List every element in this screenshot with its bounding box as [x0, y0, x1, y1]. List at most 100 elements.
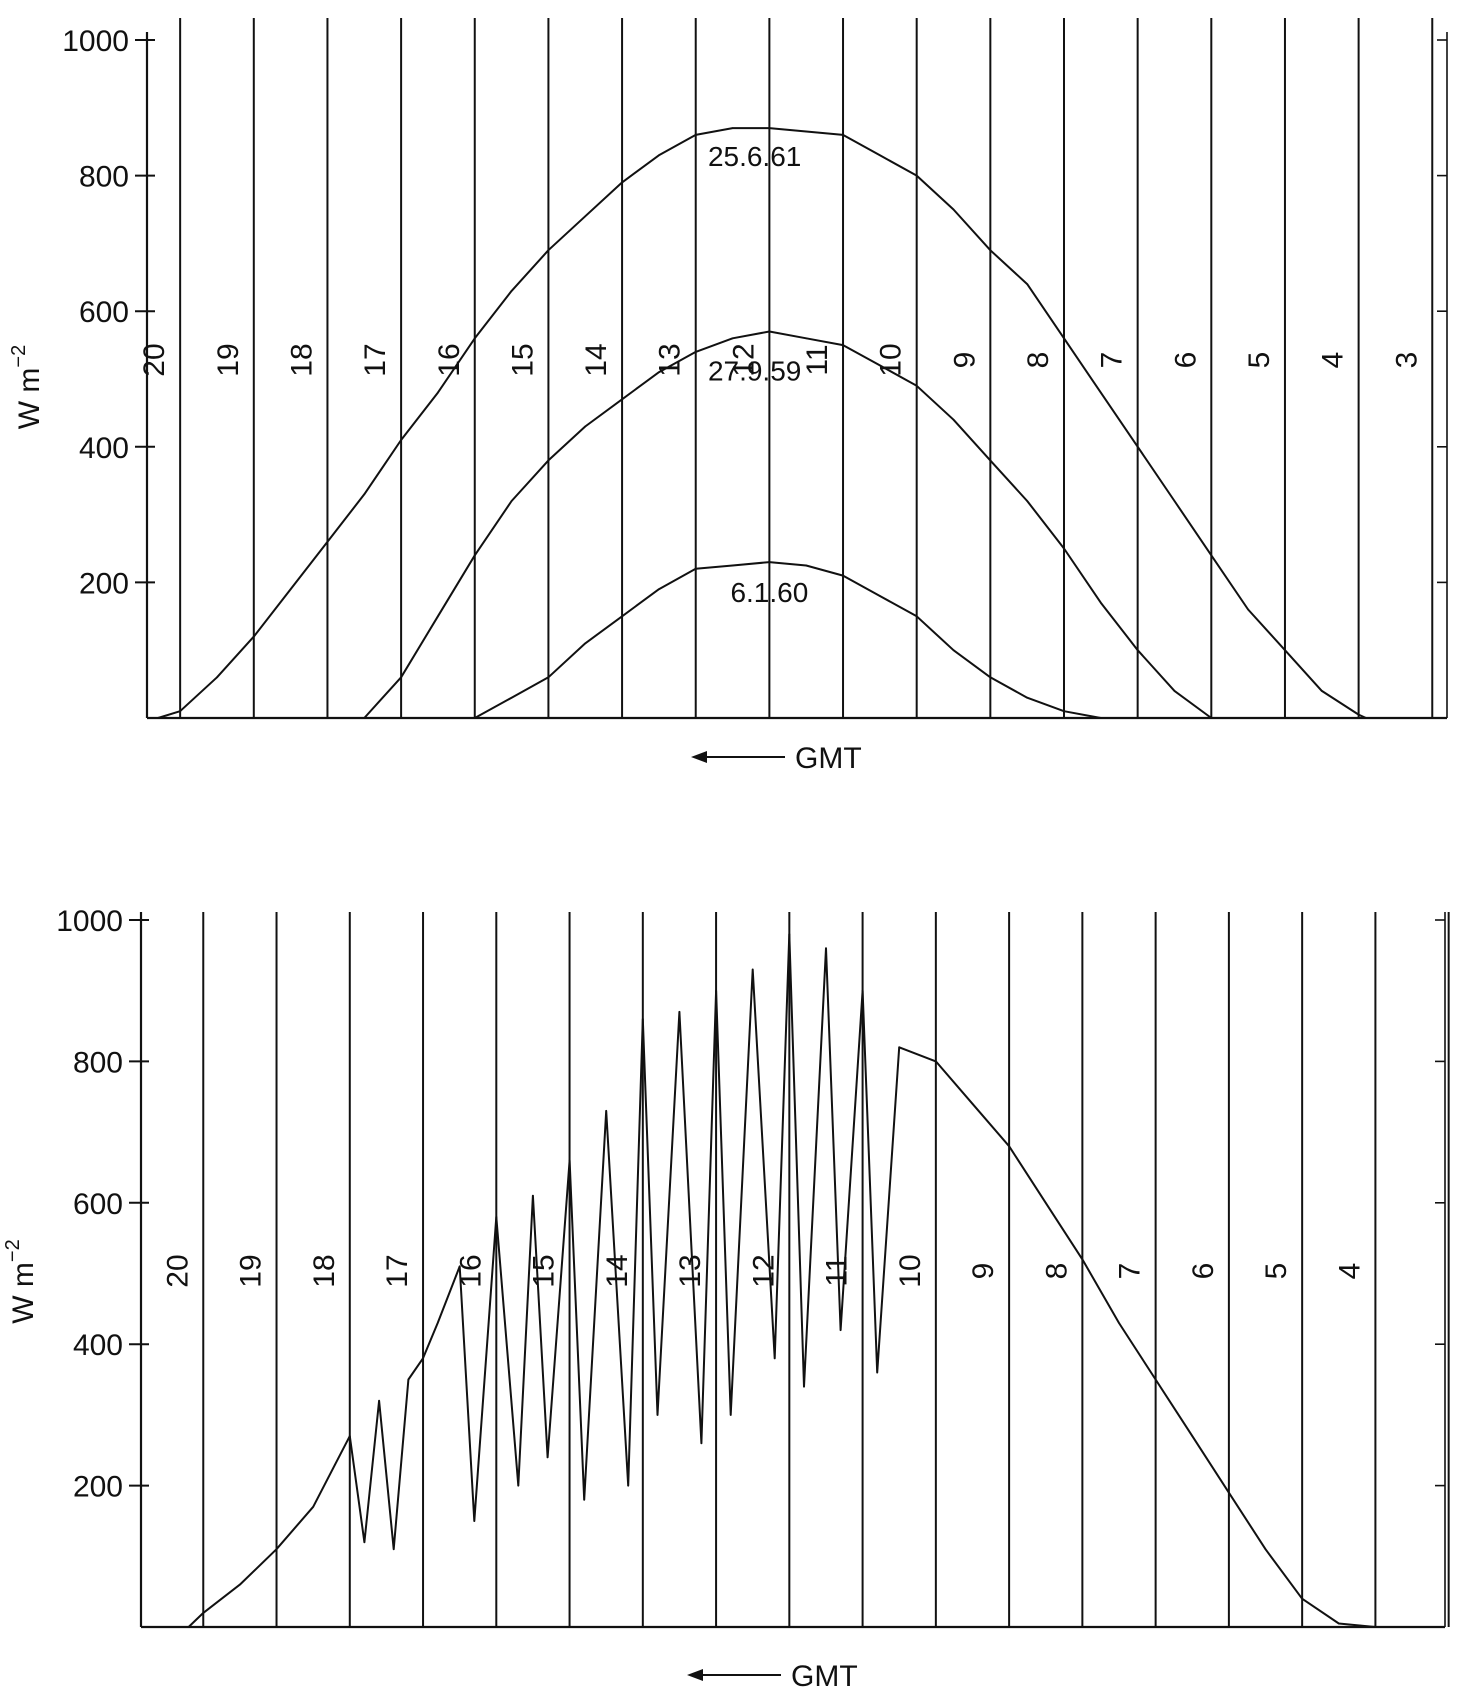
data-point [805, 130, 808, 133]
data-point [407, 1378, 410, 1381]
data-point [495, 1216, 498, 1218]
hour-label: 6 [1187, 1263, 1220, 1280]
data-point [179, 710, 181, 713]
hour-label: 17 [381, 1254, 414, 1287]
data-point [437, 391, 439, 394]
data-point [1044, 1202, 1047, 1204]
series-label: 25.6.61 [708, 141, 801, 172]
data-point [584, 215, 587, 218]
data-point [731, 127, 734, 129]
data-point [1118, 1322, 1120, 1324]
data-point [1136, 649, 1139, 651]
data-point [510, 500, 513, 502]
y-tick-label: 200 [79, 567, 129, 600]
data-point [216, 676, 218, 679]
data-point [989, 676, 992, 679]
data-point [700, 1442, 703, 1444]
hour-label: 14 [580, 343, 613, 376]
data-point [1100, 391, 1102, 394]
data-point [1154, 1378, 1157, 1381]
hour-label: 4 [1317, 352, 1350, 369]
data-point [621, 615, 623, 618]
data-point [861, 989, 864, 992]
y-tick-label: 400 [79, 432, 129, 465]
hour-label: 20 [138, 343, 171, 376]
hour-label: 20 [161, 1254, 194, 1287]
series-line [157, 127, 1367, 719]
data-point [842, 134, 844, 136]
data-point [202, 1612, 205, 1614]
data-point [312, 1506, 314, 1508]
series-label: 27.9.59 [708, 355, 801, 386]
gmt-arrow-icon [687, 1669, 703, 1681]
hour-label: 11 [801, 344, 834, 375]
data-point [788, 933, 791, 935]
hour-label: 19 [235, 1254, 268, 1287]
data-point [658, 588, 660, 590]
series-label: 6.1.60 [730, 577, 808, 608]
series-line [474, 561, 1101, 719]
data-point [658, 371, 660, 374]
data-point [547, 676, 550, 679]
data-point [473, 717, 476, 719]
data-point [583, 1498, 586, 1501]
data-point [694, 568, 697, 570]
data-point [805, 564, 808, 567]
data-point [1026, 696, 1028, 699]
hour-label: 12 [747, 1254, 780, 1287]
hour-label: 17 [359, 343, 392, 376]
data-point [1063, 547, 1065, 550]
data-point [275, 1548, 278, 1551]
data-point [839, 1329, 842, 1331]
y-axis-label: W m−2 [8, 345, 46, 429]
hour-label: 12 [727, 343, 760, 376]
y-axis-label: W m−2 [2, 1239, 40, 1323]
data-point [1136, 446, 1139, 448]
data-point [773, 1357, 776, 1360]
data-point [879, 364, 881, 367]
data-point [532, 1194, 534, 1197]
data-point [363, 493, 366, 496]
data-point [952, 208, 955, 211]
data-point [568, 1159, 571, 1162]
data-point [605, 1110, 607, 1112]
data-point [187, 1626, 190, 1628]
hour-label: 10 [894, 1254, 927, 1287]
data-point [1081, 1258, 1084, 1261]
data-point [842, 344, 844, 346]
data-point [879, 595, 881, 597]
data-point [547, 249, 550, 251]
data-point [678, 1011, 681, 1013]
data-point [805, 337, 808, 340]
data-point [1359, 1624, 1362, 1627]
data-point [1228, 1491, 1230, 1494]
hour-label: 7 [1096, 352, 1129, 369]
data-point [731, 337, 734, 340]
series-line [363, 330, 1212, 719]
y-tick-label: 1000 [56, 905, 123, 938]
data-point [915, 384, 918, 387]
data-point [1026, 500, 1028, 502]
data-point [458, 1265, 461, 1268]
data-point [989, 249, 992, 251]
hour-label: 5 [1243, 352, 1276, 369]
data-point [952, 418, 955, 421]
data-point [642, 1018, 644, 1020]
data-point [1247, 608, 1249, 611]
data-point [971, 1103, 974, 1105]
data-point [1063, 710, 1065, 713]
data-point [363, 1541, 366, 1543]
data-point [1173, 690, 1176, 692]
data-point [915, 174, 918, 177]
data-point [768, 561, 771, 563]
hour-label: 9 [967, 1263, 1000, 1280]
data-point [879, 154, 881, 157]
data-point [547, 459, 550, 462]
hour-label: 13 [674, 1254, 707, 1287]
data-point [584, 642, 587, 645]
hour-label: 14 [601, 1254, 634, 1287]
data-point [935, 1060, 937, 1063]
data-point [768, 127, 771, 129]
data-point [1301, 1597, 1303, 1600]
y-tick-label: 600 [79, 296, 129, 329]
